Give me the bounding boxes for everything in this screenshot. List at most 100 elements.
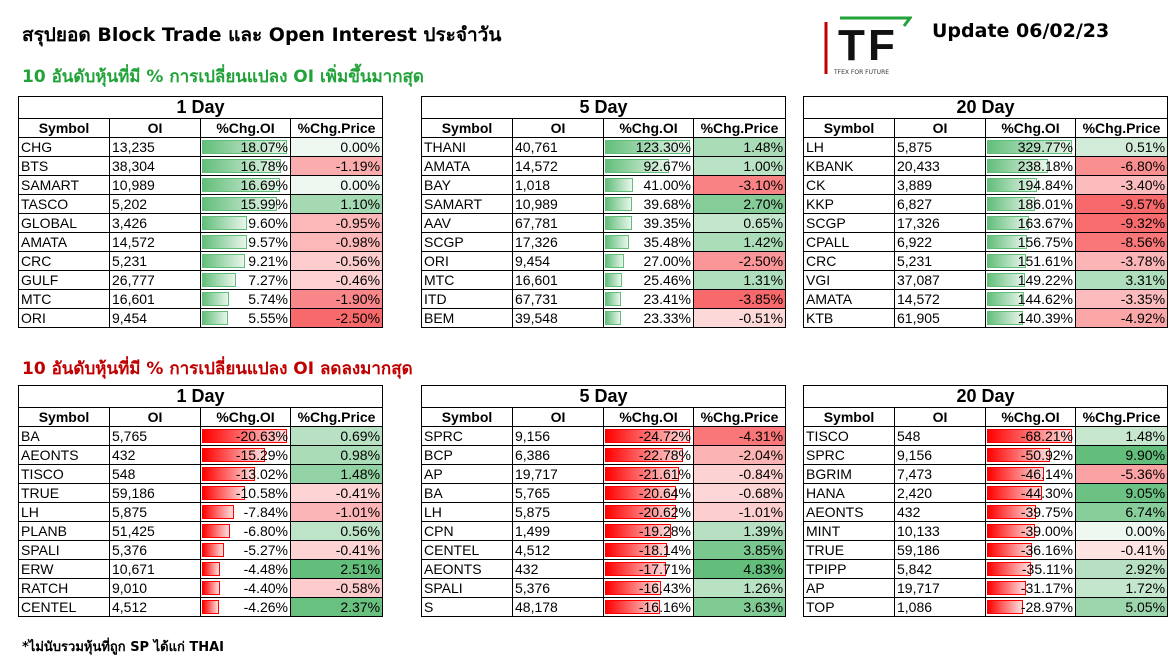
symbol-cell: SCGP [803,213,895,233]
oi-cell: 59,186 [109,483,201,503]
chg-oi-bar [202,292,229,306]
table-caption: 5 Day [420,385,787,408]
oi-cell: 432 [894,502,986,522]
chg-oi-bar [202,178,281,192]
oi-cell: 5,202 [109,194,201,214]
chg-price-cell: -1.19% [289,156,384,176]
table-row: BA 5,765 -20.64% -0.68% [421,483,787,503]
chg-oi-value: 151.61% [1017,252,1073,269]
chg-oi-value: -39.75% [1020,503,1073,520]
column-header-symbol: Symbol [421,407,513,427]
chg-oi-value: -16.16% [638,598,691,615]
chg-oi-bar [202,159,281,173]
chg-oi-cell: -16.43% [603,578,694,598]
oi-cell: 548 [894,426,986,446]
table-row: MTC 16,601 5.74% -1.90% [18,289,384,309]
table-row: CPALL 6,922 156.75% -8.56% [803,232,1169,252]
chg-oi-value: 9.21% [248,252,288,269]
oi-cell: 9,010 [109,578,201,598]
chg-price-cell: 0.98% [289,445,384,465]
table-row: S 48,178 -16.16% 3.63% [421,597,787,617]
symbol-cell: KKP [803,194,895,214]
chg-oi-cell: 163.67% [985,213,1076,233]
symbol-cell: AEONTS [803,502,895,522]
chg-oi-cell: 25.46% [603,270,694,290]
symbol-cell: KTB [803,308,895,328]
chg-oi-bar [605,273,623,287]
chg-oi-bar [987,235,1028,249]
chg-oi-bar [987,448,1051,462]
oi-cell: 13,235 [109,137,201,157]
table-row: CK 3,889 194.84% -3.40% [803,175,1169,195]
chg-oi-cell: 156.75% [985,232,1076,252]
chg-price-cell: 3.63% [692,597,787,617]
page-title: สรุปยอด Block Trade และ Open Interest ปร… [22,24,502,46]
oi-table-increase-0: 1 Day Symbol OI %Chg.OI %Chg.Price CHG 13,235 1… [17,96,384,328]
table-row: TASCO 5,202 15.99% 1.10% [18,194,384,214]
chg-price-cell: -0.58% [289,578,384,598]
oi-cell: 5,231 [894,251,986,271]
symbol-cell: LH [421,502,513,522]
chg-oi-bar [987,600,1023,614]
section-title-decrease: 10 อันดับหุ้นที่มี % การเปลี่ยนแปลง OI ล… [22,359,413,379]
oi-cell: 40,761 [512,137,604,157]
chg-oi-cell: -17.71% [603,559,694,579]
column-header-symbol: Symbol [421,118,513,138]
chg-oi-cell: -46.14% [985,464,1076,484]
oi-cell: 10,989 [109,175,201,195]
chg-oi-value: -18.14% [638,541,691,558]
chg-oi-value: 156.75% [1017,233,1073,250]
chg-oi-bar [605,524,671,538]
chg-oi-value: 329.77% [1017,138,1073,155]
oi-cell: 5,231 [109,251,201,271]
symbol-cell: BA [421,483,513,503]
symbol-cell: MINT [803,521,895,541]
symbol-cell: AP [803,578,895,598]
table-row: SAMART 10,989 39.68% 2.70% [421,194,787,214]
chg-oi-cell: -44.30% [985,483,1076,503]
table-row: TISCO 548 -68.21% 1.48% [803,426,1169,446]
symbol-cell: AAV [421,213,513,233]
table-row: GULF 26,777 7.27% -0.46% [18,270,384,290]
table-row: PLANB 51,425 -6.80% 0.56% [18,521,384,541]
column-header-chg-oi: %Chg.OI [603,407,694,427]
chg-oi-value: 23.33% [643,309,691,326]
chg-price-cell: -9.57% [1074,194,1169,214]
table-row: ERW 10,671 -4.48% 2.51% [18,559,384,579]
chg-oi-cell: 23.41% [603,289,694,309]
chg-oi-bar [987,562,1031,576]
chg-oi-value: 140.39% [1017,309,1073,326]
chg-oi-cell: 39.68% [603,194,694,214]
symbol-cell: PLANB [18,521,110,541]
chg-oi-value: 149.22% [1017,271,1073,288]
table-row: SPRC 9,156 -24.72% -4.31% [421,426,787,446]
table-row: TISCO 548 -13.02% 1.48% [18,464,384,484]
symbol-cell: AMATA [18,232,110,252]
column-header-symbol: Symbol [803,407,895,427]
chg-oi-cell: 7.27% [200,270,291,290]
table-row: TRUE 59,186 -10.58% -0.41% [18,483,384,503]
chg-oi-bar [605,581,662,595]
oi-cell: 3,889 [894,175,986,195]
oi-cell: 4,512 [512,540,604,560]
chg-price-cell: 0.00% [289,137,384,157]
chg-oi-bar [605,562,666,576]
chg-oi-bar [987,581,1026,595]
svg-text:TFEX FOR FUTURE: TFEX FOR FUTURE [833,69,889,76]
symbol-cell: LH [18,502,110,522]
oi-cell: 3,426 [109,213,201,233]
chg-oi-value: 238.18% [1017,157,1073,174]
oi-cell: 432 [109,445,201,465]
oi-cell: 5,765 [109,426,201,446]
symbol-cell: BEM [421,308,513,328]
oi-cell: 14,572 [512,156,604,176]
symbol-cell: AEONTS [421,559,513,579]
symbol-cell: ORI [421,251,513,271]
table-caption: 1 Day [17,96,384,119]
table-row: BEM 39,548 23.33% -0.51% [421,308,787,328]
chg-oi-cell: 9.60% [200,213,291,233]
column-header-chg-price: %Chg.Price [1074,118,1169,138]
chg-oi-cell: 140.39% [985,308,1076,328]
table-row: CENTEL 4,512 -18.14% 3.85% [421,540,787,560]
table-row: MINT 10,133 -39.00% 0.00% [803,521,1169,541]
